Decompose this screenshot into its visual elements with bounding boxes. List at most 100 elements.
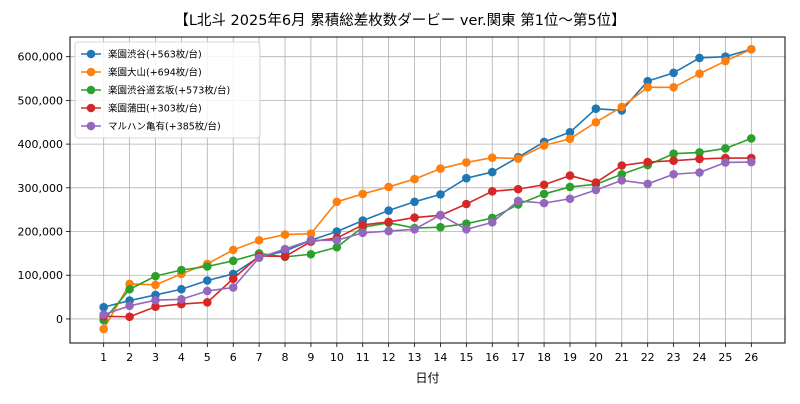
legend-label: 楽園渋谷道玄坂(+573枚/台) xyxy=(108,85,230,97)
data-point xyxy=(565,171,575,180)
data-point xyxy=(462,199,471,209)
x-tick-label: 19 xyxy=(563,351,577,364)
x-tick-label: 6 xyxy=(230,351,237,364)
data-point xyxy=(384,226,393,236)
legend-item: 楽園蒲田(+303枚/台) xyxy=(81,103,202,115)
x-tick-label: 11 xyxy=(356,351,370,364)
data-point xyxy=(747,44,756,54)
legend-label: 楽園大山(+694枚/台) xyxy=(108,67,202,79)
data-point xyxy=(410,174,419,184)
data-point xyxy=(617,169,627,179)
x-tick-label: 18 xyxy=(537,351,551,364)
data-point xyxy=(358,220,368,230)
data-point xyxy=(695,168,704,177)
data-point xyxy=(254,235,264,245)
data-point xyxy=(721,144,730,153)
series-5 xyxy=(99,157,756,319)
x-tick-label: 17 xyxy=(511,351,525,364)
series-line xyxy=(102,48,752,330)
series-4 xyxy=(99,153,756,322)
data-point xyxy=(669,149,678,159)
y-tick-label: 100,000 xyxy=(18,269,64,282)
x-tick-label: 8 xyxy=(282,351,289,364)
data-point xyxy=(228,283,238,292)
x-tick-label: 24 xyxy=(693,351,707,364)
data-point xyxy=(280,230,290,239)
data-point xyxy=(410,225,419,234)
legend-item: 楽園大山(+694枚/台) xyxy=(81,67,202,79)
y-tick-label: 500,000 xyxy=(18,94,64,107)
data-point xyxy=(565,127,575,137)
data-point xyxy=(358,228,368,238)
data-point xyxy=(125,312,134,322)
legend: 楽園渋谷(+563枚/台) 楽園大山(+694枚/台) 楽園渋谷道玄坂(+573枚/… xyxy=(74,41,261,139)
data-point xyxy=(513,196,523,206)
data-point xyxy=(358,189,368,199)
data-point xyxy=(99,324,108,334)
data-point xyxy=(99,310,108,319)
legend-marker xyxy=(86,121,96,131)
data-point xyxy=(669,82,678,92)
legend-marker xyxy=(86,103,96,113)
x-tick-label: 26 xyxy=(744,351,758,364)
data-point xyxy=(436,222,445,232)
x-tick-label: 22 xyxy=(641,351,655,364)
data-point xyxy=(643,179,652,189)
data-point xyxy=(177,284,186,294)
data-point xyxy=(151,280,160,290)
data-point xyxy=(332,242,342,252)
x-tick-label: 20 xyxy=(589,351,603,364)
legend-item: 楽園渋谷(+563枚/台) xyxy=(81,49,202,61)
data-point xyxy=(539,180,549,190)
data-point xyxy=(410,213,419,222)
data-point xyxy=(747,134,756,143)
x-tick-label: 3 xyxy=(152,351,159,364)
series-3 xyxy=(99,134,756,325)
x-tick-label: 23 xyxy=(667,351,681,364)
data-point xyxy=(617,161,627,170)
x-tick-label: 7 xyxy=(256,351,263,364)
data-point xyxy=(280,252,290,261)
x-tick-label: 9 xyxy=(307,351,314,364)
data-point xyxy=(306,249,316,259)
chart-title: 【L北斗 2025年6月 累積総差枚数ダービー ver.関東 第1位～第5位】 xyxy=(174,11,625,29)
series-line xyxy=(103,48,752,308)
x-tick-label: 5 xyxy=(204,351,211,364)
data-point xyxy=(643,76,652,86)
x-tick-label: 1 xyxy=(100,351,107,364)
data-point xyxy=(332,235,342,245)
series-layer xyxy=(99,44,756,334)
legend-label: 楽園蒲田(+303枚/台) xyxy=(108,103,202,115)
data-point xyxy=(539,198,549,208)
y-tick-label: 200,000 xyxy=(18,226,64,239)
x-tick-label: 25 xyxy=(718,351,732,364)
data-point xyxy=(332,197,342,207)
x-axis-label: 日付 xyxy=(415,371,439,385)
data-point xyxy=(591,104,601,113)
data-point xyxy=(747,157,756,167)
data-point xyxy=(436,210,445,220)
data-point xyxy=(487,187,497,196)
data-point xyxy=(177,294,186,304)
data-point xyxy=(203,276,212,285)
data-point xyxy=(487,153,497,162)
legend-box xyxy=(74,41,261,139)
data-point xyxy=(487,218,497,227)
data-point xyxy=(384,217,393,227)
plot-frame xyxy=(69,36,786,344)
data-point xyxy=(513,184,523,194)
data-point xyxy=(539,189,549,199)
legend-label: マルハン亀有(+385枚/台) xyxy=(108,121,221,133)
data-point xyxy=(565,194,575,204)
data-point xyxy=(228,256,238,266)
data-point xyxy=(591,185,601,195)
data-point xyxy=(436,164,445,173)
data-point xyxy=(228,245,238,255)
y-tick-label: 0 xyxy=(56,313,63,326)
data-point xyxy=(332,227,342,236)
x-tick-label: 15 xyxy=(459,351,473,364)
data-point xyxy=(203,262,212,271)
legend-label: 楽園渋谷(+563枚/台) xyxy=(108,49,202,61)
